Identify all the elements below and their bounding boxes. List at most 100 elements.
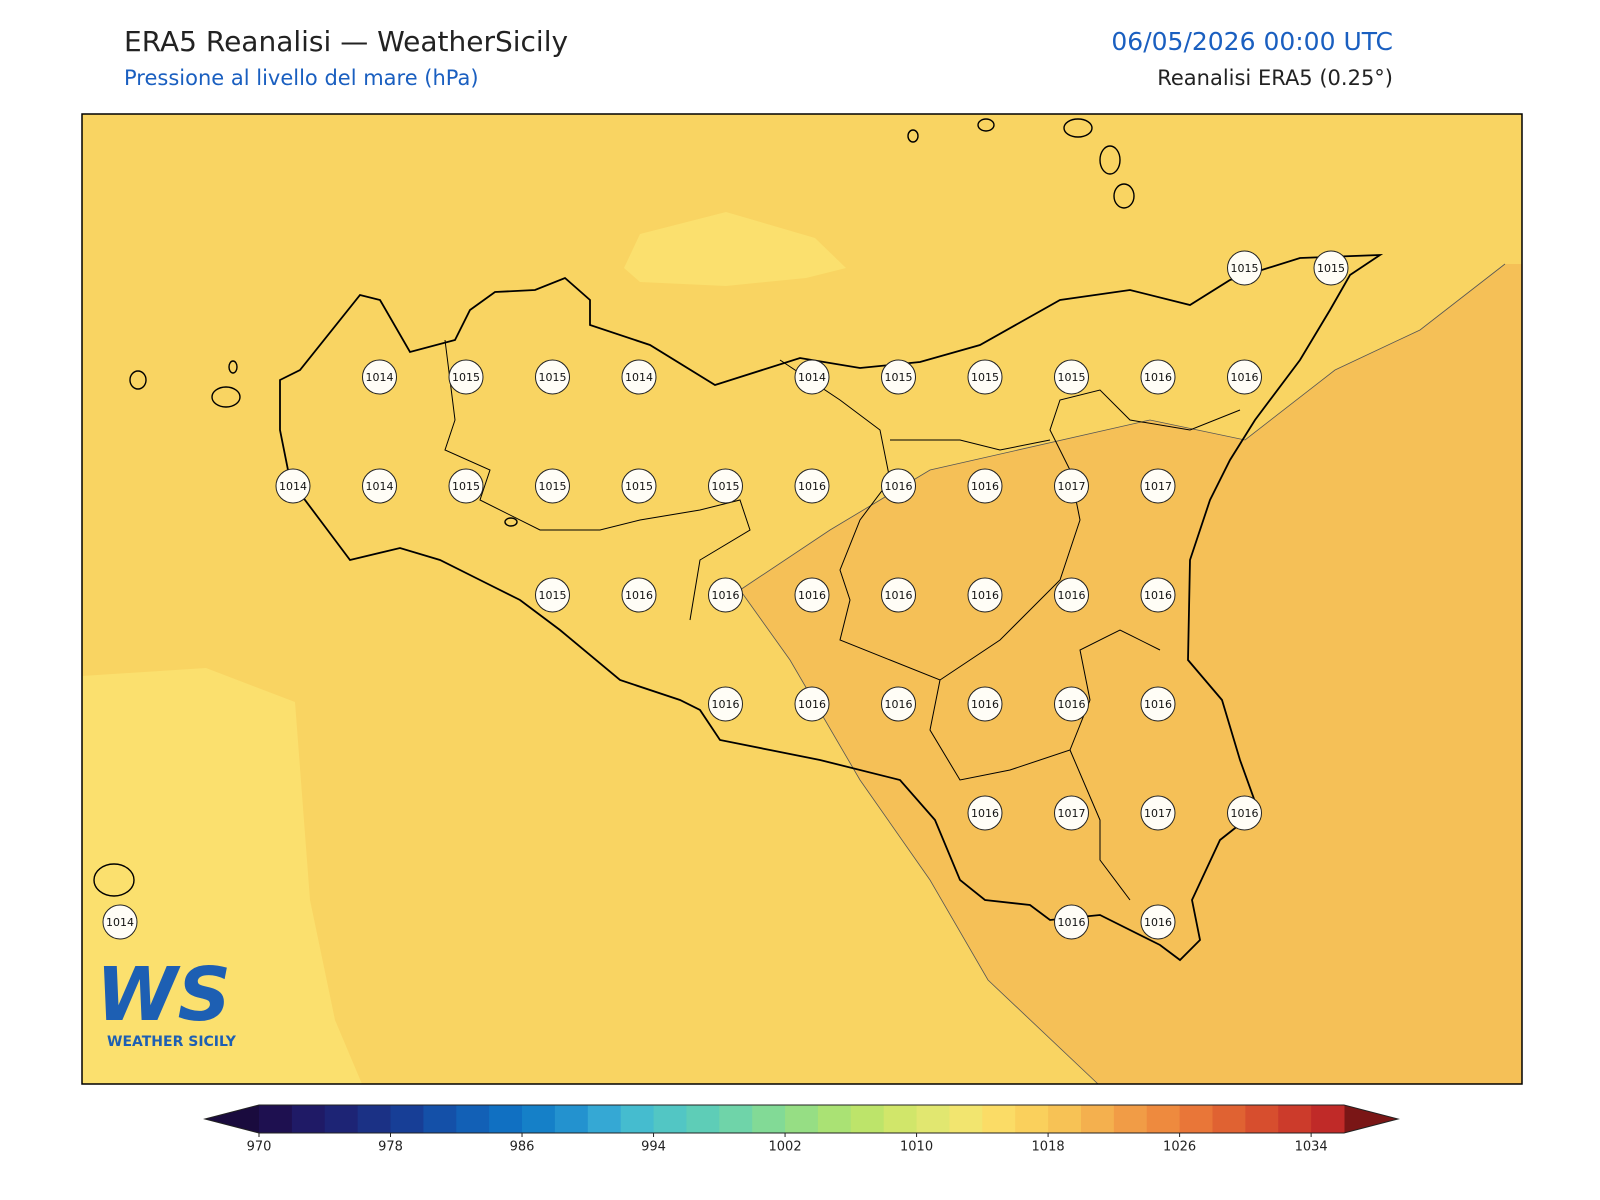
datetime: 06/05/2026 00:00 UTC: [1111, 27, 1393, 56]
station: 1014: [794, 359, 830, 395]
station-marker: [967, 359, 1003, 395]
isobar: [739, 589, 1099, 1085]
colorbar-segment: [587, 1105, 622, 1133]
station-value: 1015: [539, 589, 567, 602]
station-value: 1016: [971, 480, 999, 493]
station-value: 1014: [798, 371, 826, 384]
station: 1015: [535, 577, 570, 613]
station-value: 1014: [625, 371, 653, 384]
station-value: 1015: [539, 480, 567, 493]
station: 1014: [275, 468, 311, 504]
station-marker: [1140, 686, 1176, 722]
station-marker: [621, 359, 657, 395]
station-value: 1016: [798, 698, 826, 711]
station-value: 1016: [885, 698, 913, 711]
station-value: 1015: [452, 371, 480, 384]
station-marker: [967, 686, 1003, 722]
logo-name: WEATHER SICILY: [107, 1034, 237, 1050]
colorbar-segment: [522, 1105, 556, 1133]
colorbar-segment: [653, 1105, 687, 1133]
station-value: 1015: [452, 480, 480, 493]
colorbar-segment: [817, 1105, 852, 1133]
station-marker: [794, 577, 830, 613]
station-value: 1016: [1058, 698, 1086, 711]
station: 1016: [708, 686, 743, 722]
station-marker: [881, 359, 916, 395]
colorbar-tick-label: 1026: [1163, 1140, 1196, 1155]
colorbar-segment: [1278, 1105, 1312, 1133]
station: 1016: [1054, 904, 1089, 940]
colorbar-tick-label: 1034: [1295, 1140, 1328, 1155]
station-marker: [535, 359, 570, 395]
colorbar-segment: [719, 1105, 753, 1133]
station-value: 1017: [1058, 480, 1086, 493]
station-marker: [1227, 359, 1262, 395]
station-value: 1016: [1231, 371, 1259, 384]
station-value: 1016: [885, 589, 913, 602]
station-marker: [881, 686, 916, 722]
colorbar-tick-label: 978: [378, 1140, 403, 1155]
station-value: 1015: [539, 371, 567, 384]
colorbar-segment: [1212, 1105, 1246, 1133]
station-value: 1016: [712, 698, 740, 711]
station-marker: [708, 468, 743, 504]
station: 1016: [794, 686, 830, 722]
colorbar-segment: [850, 1105, 885, 1133]
station-value: 1016: [971, 589, 999, 602]
logo-mark: WS: [96, 952, 231, 1038]
colorbar-segment: [259, 1105, 293, 1133]
subtitle: Pressione al livello del mare (hPa): [124, 66, 479, 90]
station: 1016: [1054, 577, 1089, 613]
station: 1014: [362, 359, 397, 395]
station-marker: [967, 468, 1003, 504]
colorbar: 970 978 986 994 1002 1010 1018 1026 1034: [203, 1104, 1400, 1155]
station-value: 1014: [106, 916, 134, 929]
colorbar-segment: [1015, 1105, 1049, 1133]
station-marker: [448, 468, 484, 504]
title: ERA5 Reanalisi — WeatherSicily: [124, 25, 568, 58]
source: Reanalisi ERA5 (0.25°): [1157, 66, 1393, 90]
station-value: 1017: [1144, 807, 1172, 820]
colorbar-over: [1344, 1105, 1398, 1133]
colorbar-segment: [686, 1105, 720, 1133]
station-marker: [1140, 904, 1176, 940]
station-value: 1016: [798, 480, 826, 493]
station: 1016: [1227, 359, 1262, 395]
colorbar-segment: [982, 1105, 1016, 1133]
station: 1015: [1054, 359, 1089, 395]
colorbar-tick-label: 1010: [900, 1140, 933, 1155]
station-marker: [794, 686, 830, 722]
station-value: 1017: [1058, 807, 1086, 820]
station: 1016: [1140, 577, 1176, 613]
station-value: 1016: [971, 807, 999, 820]
colorbar-segment: [1048, 1105, 1082, 1133]
station-marker: [967, 795, 1003, 831]
station-value: 1015: [971, 371, 999, 384]
station-marker: [967, 577, 1003, 613]
station-value: 1015: [885, 371, 913, 384]
station: 1016: [1054, 686, 1089, 722]
station: 1017: [1140, 468, 1176, 504]
station-marker: [275, 468, 311, 504]
station-value: 1016: [712, 589, 740, 602]
station-marker: [1054, 359, 1089, 395]
colorbar-segment: [1311, 1105, 1345, 1133]
station-value: 1015: [1231, 262, 1259, 275]
station-marker: [1140, 795, 1176, 831]
colorbar-segment: [916, 1105, 950, 1133]
station: 1016: [881, 577, 916, 613]
station-marker: [362, 468, 397, 504]
coastline: [279, 253, 1384, 962]
station: 1014: [362, 468, 397, 504]
station-marker: [1054, 686, 1089, 722]
station-value: 1014: [279, 480, 307, 493]
station-value: 1016: [1144, 698, 1172, 711]
station-marker: [881, 577, 916, 613]
colorbar-segment: [752, 1105, 786, 1133]
colorbar-segment: [489, 1105, 523, 1133]
station: 1016: [1227, 795, 1262, 831]
colorbar-segment: [291, 1105, 326, 1133]
station-value: 1016: [1144, 589, 1172, 602]
station-marker: [1227, 250, 1262, 286]
